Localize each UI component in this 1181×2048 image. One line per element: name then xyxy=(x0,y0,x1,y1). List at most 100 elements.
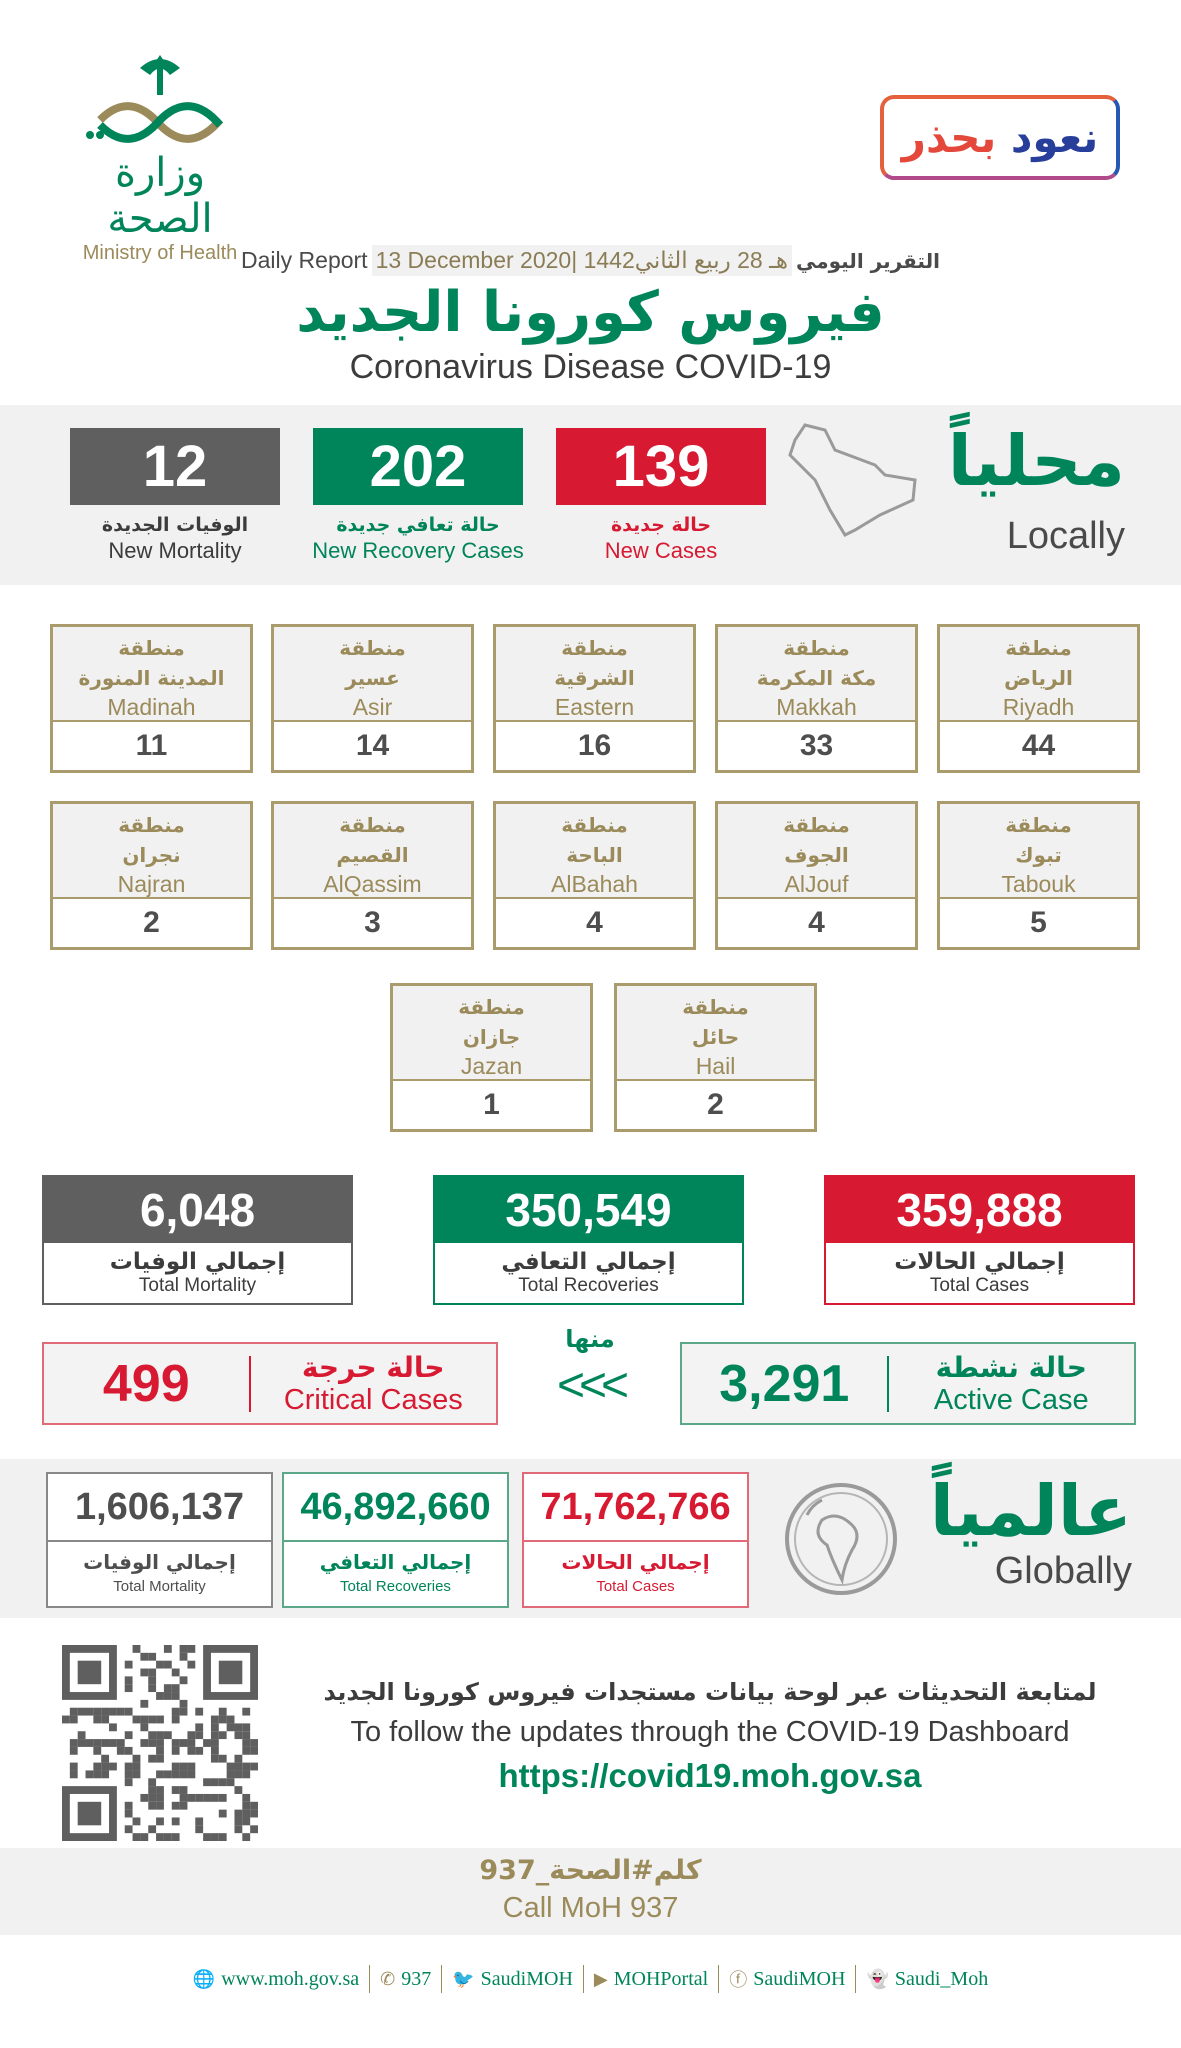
region-card-madinah: منطقة المدينة المنورة Madinah 11 xyxy=(50,624,253,773)
region-name-ar: حائل xyxy=(691,1025,740,1049)
arrows-icon: <<< xyxy=(556,1359,629,1412)
region-label: منطقة حائل Hail xyxy=(617,986,814,1081)
social-link[interactable]: www.moh.gov.sa xyxy=(221,1967,360,1990)
dashboard-link[interactable]: https://covid19.moh.gov.sa xyxy=(498,1757,922,1794)
region-label: منطقة المدينة المنورة Madinah xyxy=(53,627,250,722)
region-label: منطقة الجوف AlJouf xyxy=(718,804,915,899)
total-mortality-card: 6,048 إجمالي الوفيات Total Mortality xyxy=(42,1175,353,1305)
critical-cases-card: 499 حالة حرجة Critical Cases xyxy=(42,1342,498,1425)
region-label: منطقة الباحة AlBahah xyxy=(496,804,693,899)
region-name-ar: جازان xyxy=(462,1025,521,1049)
active-cases-value: 3,291 xyxy=(719,1354,850,1413)
region-prefix: منطقة xyxy=(118,813,185,837)
region-card-jazan: منطقة جازان Jazan 1 xyxy=(390,983,593,1132)
region-value: 3 xyxy=(364,906,381,939)
total-recoveries-value: 350,549 xyxy=(435,1177,742,1243)
region-value: 11 xyxy=(135,729,168,762)
critical-cases-en: Critical Cases xyxy=(283,1383,463,1416)
twitter-icon: 🐦 xyxy=(452,1968,475,1989)
saudi-map-icon xyxy=(788,423,917,537)
region-name-ar: نجران xyxy=(122,843,181,867)
region-card-najran: منطقة نجران Najran 2 xyxy=(50,801,253,950)
snapchat-icon: 👻 xyxy=(866,1968,889,1989)
total-recoveries-en: Total Recoveries xyxy=(518,1275,659,1296)
total-recoveries-ar: إجمالي التعافي xyxy=(501,1249,676,1275)
facebook-icon: ⓕ xyxy=(729,1970,748,1990)
globe-icon xyxy=(785,1483,897,1595)
region-name-en: AlJouf xyxy=(784,871,849,897)
page-title-en: Coronavirus Disease COVID-19 xyxy=(349,348,832,386)
global-cases-card: 71,762,766 إجمالي الحالات Total Cases xyxy=(522,1472,749,1608)
region-name-ar: الشرقية xyxy=(554,666,635,690)
region-label: منطقة الشرقية Eastern xyxy=(496,627,693,722)
new-cases-label: حالة جديدة New Cases xyxy=(604,514,718,563)
social-link[interactable]: Saudi_Moh xyxy=(894,1967,989,1990)
region-name-ar: الرياض xyxy=(1004,666,1073,690)
region-name-ar: المدينة المنورة xyxy=(78,666,225,690)
region-card-albahah: منطقة الباحة AlBahah 4 xyxy=(493,801,696,950)
global-recoveries-ar: إجمالي التعافي xyxy=(319,1550,472,1574)
phone-icon: ✆ xyxy=(380,1968,396,1989)
region-label: منطقة القصيم AlQassim xyxy=(274,804,471,899)
region-prefix: منطقة xyxy=(118,636,185,660)
campaign-logo: نعود بحذر xyxy=(880,95,1120,180)
campaign-word2: بحذر xyxy=(901,113,997,162)
locally-title-ar: محلياً xyxy=(947,420,1125,502)
divider xyxy=(582,1965,584,1993)
social-link[interactable]: SaudiMOH xyxy=(753,1967,846,1990)
region-value: 5 xyxy=(1030,906,1047,939)
critical-cases-ar: حالة حرجة xyxy=(301,1350,445,1384)
global-mortality-card: 1,606,137 إجمالي الوفيات Total Mortality xyxy=(46,1472,273,1608)
region-prefix: منطقة xyxy=(1005,813,1072,837)
region-prefix: منطقة xyxy=(561,813,628,837)
region-prefix: منطقة xyxy=(682,995,749,1019)
critical-cases-value: 499 xyxy=(102,1354,190,1413)
global-recoveries-value: 46,892,660 xyxy=(284,1474,507,1542)
region-label: منطقة مكة المكرمة Makkah xyxy=(718,627,915,722)
call-band xyxy=(0,1848,1181,1935)
region-card-aljouf: منطقة الجوف AlJouf 4 xyxy=(715,801,918,950)
report-date-line: Daily Report 13 December 2020| 1442هـ 28… xyxy=(0,245,1181,276)
region-label: منطقة تبوك Tabouk xyxy=(940,804,1137,899)
region-prefix: منطقة xyxy=(458,995,525,1019)
region-name-en: Eastern xyxy=(554,694,635,720)
region-prefix: منطقة xyxy=(1005,636,1072,660)
daily-report-en: Daily Report xyxy=(241,247,368,273)
new-recovery-label: حالة تعافي جديدة New Recovery Cases xyxy=(312,514,524,563)
social-link[interactable]: MOHPortal xyxy=(613,1967,709,1990)
region-name-ar: الباحة xyxy=(566,843,623,867)
global-cases-value: 71,762,766 xyxy=(524,1474,747,1542)
region-value: 2 xyxy=(707,1088,724,1121)
globe-icon: 🌐 xyxy=(192,1968,216,1989)
active-cases-ar: حالة نشطة xyxy=(935,1350,1087,1384)
region-name-en: Tabouk xyxy=(1001,871,1076,897)
dashboard-text-ar: لمتابعة التحديثات عبر لوحة بيانات مستجدا… xyxy=(323,1678,1097,1706)
call-text-en: Call MoH 937 xyxy=(502,1892,679,1924)
dashboard-text-en: To follow the updates through the COVID-… xyxy=(350,1716,1070,1748)
divider xyxy=(369,1965,371,1993)
social-link[interactable]: 937 xyxy=(401,1967,432,1990)
region-value: 4 xyxy=(586,906,603,939)
region-name-en: AlQassim xyxy=(323,871,422,897)
youtube-icon: ▶ xyxy=(593,1968,608,1989)
region-card-hail: منطقة حائل Hail 2 xyxy=(614,983,817,1132)
global-cases-en: Total Cases xyxy=(596,1578,675,1595)
moh-logo-en: Ministry of Health xyxy=(82,242,238,264)
moh-logo: وزارة الصحة Ministry of Health xyxy=(60,50,260,264)
page-title-ar: فيروس كورونا الجديد xyxy=(296,280,885,345)
social-link[interactable]: SaudiMOH xyxy=(480,1967,573,1990)
global-recoveries-card: 46,892,660 إجمالي التعافي Total Recoveri… xyxy=(282,1472,509,1608)
campaign-word1: نعود xyxy=(1010,113,1099,162)
global-mortality-en: Total Mortality xyxy=(113,1578,206,1595)
region-value: 44 xyxy=(1021,729,1056,762)
region-card-riyadh: منطقة الرياض Riyadh 44 xyxy=(937,624,1140,773)
new-recovery-value: 202 xyxy=(313,428,523,505)
divider xyxy=(441,1965,443,1993)
qr-code[interactable] xyxy=(62,1645,258,1841)
total-cases-ar: إجمالي الحالات xyxy=(894,1249,1065,1275)
global-recoveries-en: Total Recoveries xyxy=(340,1578,451,1595)
region-name-ar: الجوف xyxy=(784,843,849,867)
region-value: 16 xyxy=(577,729,612,762)
region-value: 33 xyxy=(799,729,834,762)
region-name-ar: مكة المكرمة xyxy=(756,666,877,690)
